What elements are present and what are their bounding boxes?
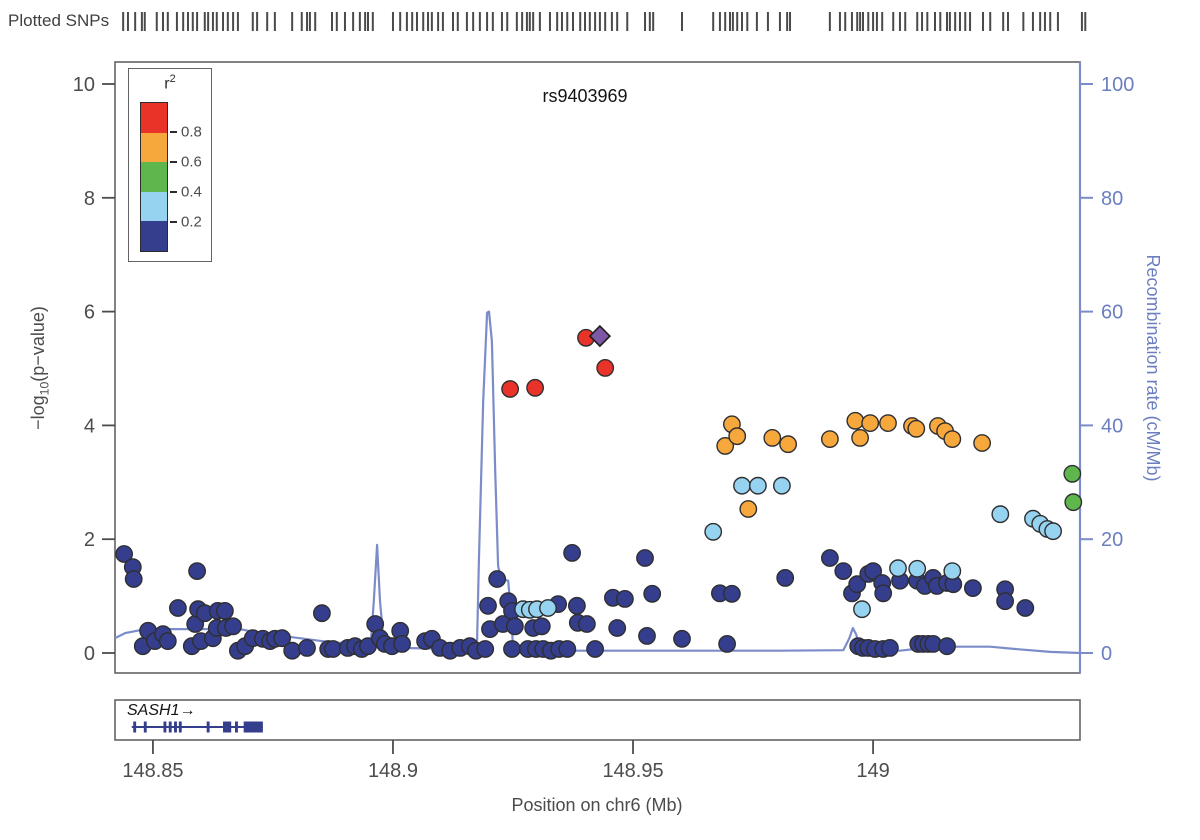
- series-r2_0.2_0.4: [514, 476, 1063, 619]
- legend-tick-mark: [170, 221, 177, 223]
- svg-text:60: 60: [1101, 302, 1123, 324]
- legend-tick-mark: [170, 191, 177, 193]
- series-r2_0.8_1.0: [501, 328, 615, 398]
- legend-tick-mark: [170, 131, 177, 133]
- legend-swatch-r2_40_60: [141, 162, 167, 192]
- y-left-axis-title: −log10(p−value): [28, 306, 52, 430]
- r2-legend: r2 0.8 0.6 0.4 0.2: [128, 68, 212, 262]
- r2-legend-title: r2: [164, 73, 176, 93]
- svg-text:2: 2: [84, 529, 95, 551]
- svg-text:148.85: 148.85: [122, 760, 183, 782]
- gene-model: [131, 721, 263, 733]
- svg-text:0: 0: [1101, 643, 1112, 665]
- svg-text:149: 149: [856, 760, 889, 782]
- series-r2_0.4_0.6: [1063, 464, 1083, 512]
- snp-rug: [122, 12, 1087, 31]
- svg-text:20: 20: [1101, 529, 1123, 551]
- y-right-axis: 0 20 40 60 80 100: [1078, 62, 1134, 673]
- x-axis-title: Position on chr6 (Mb): [511, 795, 683, 815]
- y-left-axis-ticks: 0 2 4 6 8 10: [73, 74, 115, 665]
- gene-strand-arrow: →: [179, 702, 195, 719]
- svg-text:10: 10: [73, 74, 95, 96]
- svg-text:0: 0: [84, 643, 95, 665]
- legend-tick-label: 0.6: [181, 153, 202, 171]
- svg-text:148.9: 148.9: [368, 760, 418, 782]
- legend-tick-label: 0.8: [181, 123, 202, 141]
- gene-name: SASH1: [127, 702, 180, 719]
- scatter-points: [115, 328, 1083, 660]
- gene-panel-box: [114, 699, 1081, 741]
- plotted-snps-label: Plotted SNPs: [8, 11, 110, 30]
- series-r2_0.6_0.8: [716, 411, 991, 518]
- legend-swatch-r2_80_100: [141, 103, 167, 133]
- index-snp-diamond: [588, 324, 612, 348]
- legend-swatch-r2_60_80: [141, 132, 167, 163]
- legend-tick-label: 0.2: [181, 213, 202, 231]
- gene-label: SASH1→: [127, 702, 195, 720]
- svg-text:100: 100: [1101, 74, 1134, 96]
- legend-swatch-r2_0_20: [141, 221, 167, 251]
- r2-legend-swatches: [140, 102, 168, 252]
- legend-tick-mark: [170, 161, 177, 163]
- y-right-axis-title: Recombination rate (cM/Mb): [1143, 254, 1163, 482]
- svg-text:8: 8: [84, 188, 95, 210]
- index-snp-title: rs9403969: [542, 86, 628, 106]
- x-axis-ticks: 148.85 148.9 148.95 149: [122, 740, 890, 782]
- svg-text:6: 6: [84, 302, 95, 324]
- series-r2_0.0_0.2: [115, 544, 1035, 660]
- svg-text:148.95: 148.95: [602, 760, 663, 782]
- svg-text:40: 40: [1101, 415, 1123, 437]
- svg-text:4: 4: [84, 415, 95, 437]
- legend-swatch-r2_20_40: [141, 191, 167, 222]
- legend-tick-label: 0.4: [181, 183, 202, 201]
- svg-text:80: 80: [1101, 188, 1123, 210]
